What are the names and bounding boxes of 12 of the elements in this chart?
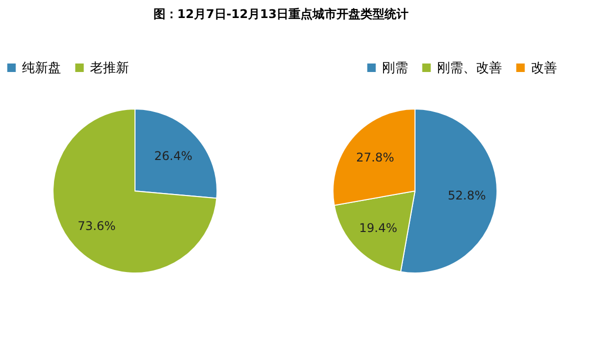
pie-slice (52, 108, 218, 274)
text: 图：12月7日-12月13日重点城市开盘类型统计 (153, 7, 409, 21)
data-label: 73.6% (78, 219, 116, 234)
data-label: 19.4% (359, 220, 398, 235)
data-label: 26.4% (154, 148, 192, 163)
legend-label: 刚需、改善 (437, 60, 502, 76)
data-label: 52.8% (448, 188, 486, 203)
legend-label: 刚需 (382, 60, 408, 76)
legend-label: 纯新盘 (22, 60, 61, 76)
legend-label: 老推新 (90, 60, 129, 76)
legend-label: 改善 (531, 60, 557, 76)
data-label: 27.8% (356, 150, 394, 165)
